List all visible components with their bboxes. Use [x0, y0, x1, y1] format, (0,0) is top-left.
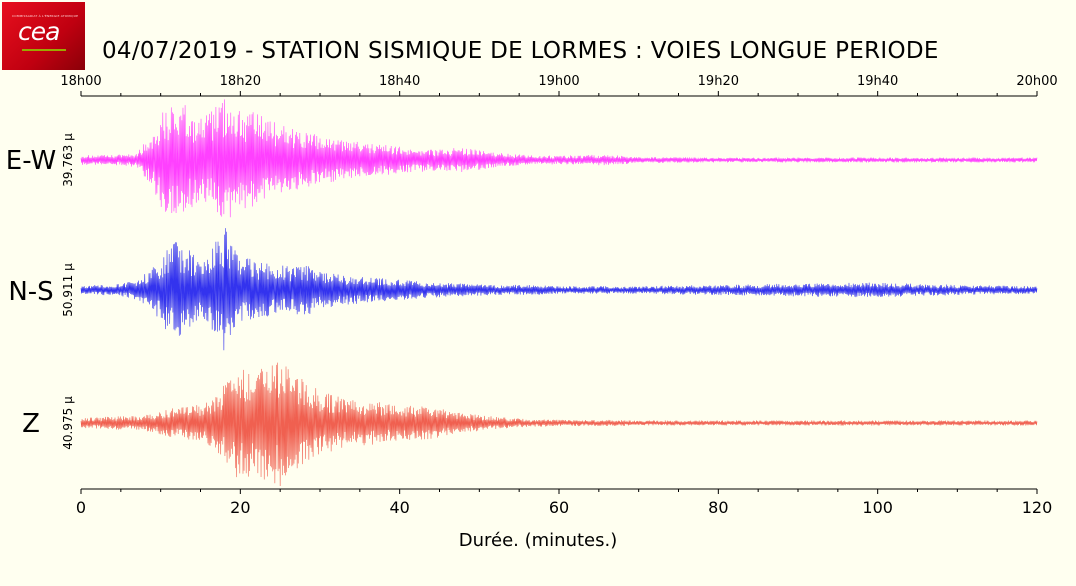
x-tick-label: 0: [76, 498, 86, 517]
channel-name: E-W: [6, 146, 56, 176]
top-tick-label: 18h00: [60, 74, 101, 89]
scale-label: 40.975 µ: [61, 396, 75, 450]
top-tick-label: 19h20: [698, 74, 739, 89]
logo-tagline: COMMISSARIAT À L'ÉNERGIE ATOMIQUE: [12, 14, 79, 18]
logo-underline: [22, 49, 66, 51]
cea-logo: COMMISSARIAT À L'ÉNERGIE ATOMIQUE cea: [2, 2, 85, 70]
x-tick-label: 120: [1022, 498, 1053, 517]
top-tick-label: 18h20: [220, 74, 261, 89]
trace-n-s: N-S 50.911 µ: [8, 228, 1038, 351]
waveform: [80, 99, 1038, 218]
time-of-day-axis: 18h00 18h20 18h40 19h00 19h20 19h40 20h00: [60, 74, 1058, 97]
x-tick-label: 80: [708, 498, 728, 517]
duration-axis: 0 20 40 60 80 100 120: [76, 488, 1053, 517]
x-tick-label: 40: [389, 498, 409, 517]
top-tick-label: 19h40: [857, 74, 898, 89]
scale-label: 39.763 µ: [61, 133, 75, 187]
logo-text: cea: [18, 17, 60, 46]
trace-e-w: E-W 39.763 µ: [6, 99, 1038, 218]
top-tick-label: 18h40: [379, 74, 420, 89]
waveform: [80, 228, 1038, 351]
channel-name: Z: [22, 409, 40, 439]
x-tick-label: 20: [230, 498, 250, 517]
scale-label: 50.911 µ: [61, 263, 75, 317]
chart-title: 04/07/2019 - STATION SISMIQUE DE LORMES …: [102, 38, 939, 64]
waveform: [80, 362, 1038, 487]
x-tick-label: 100: [862, 498, 893, 517]
top-tick-label: 20h00: [1016, 74, 1057, 89]
x-tick-label: 60: [549, 498, 569, 517]
channel-name: N-S: [8, 277, 53, 307]
top-tick-label: 19h00: [538, 74, 579, 89]
trace-z: Z 40.975 µ: [22, 362, 1038, 487]
x-axis-label: Durée. (minutes.): [459, 530, 618, 551]
traces: E-W 39.763 µ N-S 50.911 µ Z 40.975 µ: [6, 99, 1038, 487]
